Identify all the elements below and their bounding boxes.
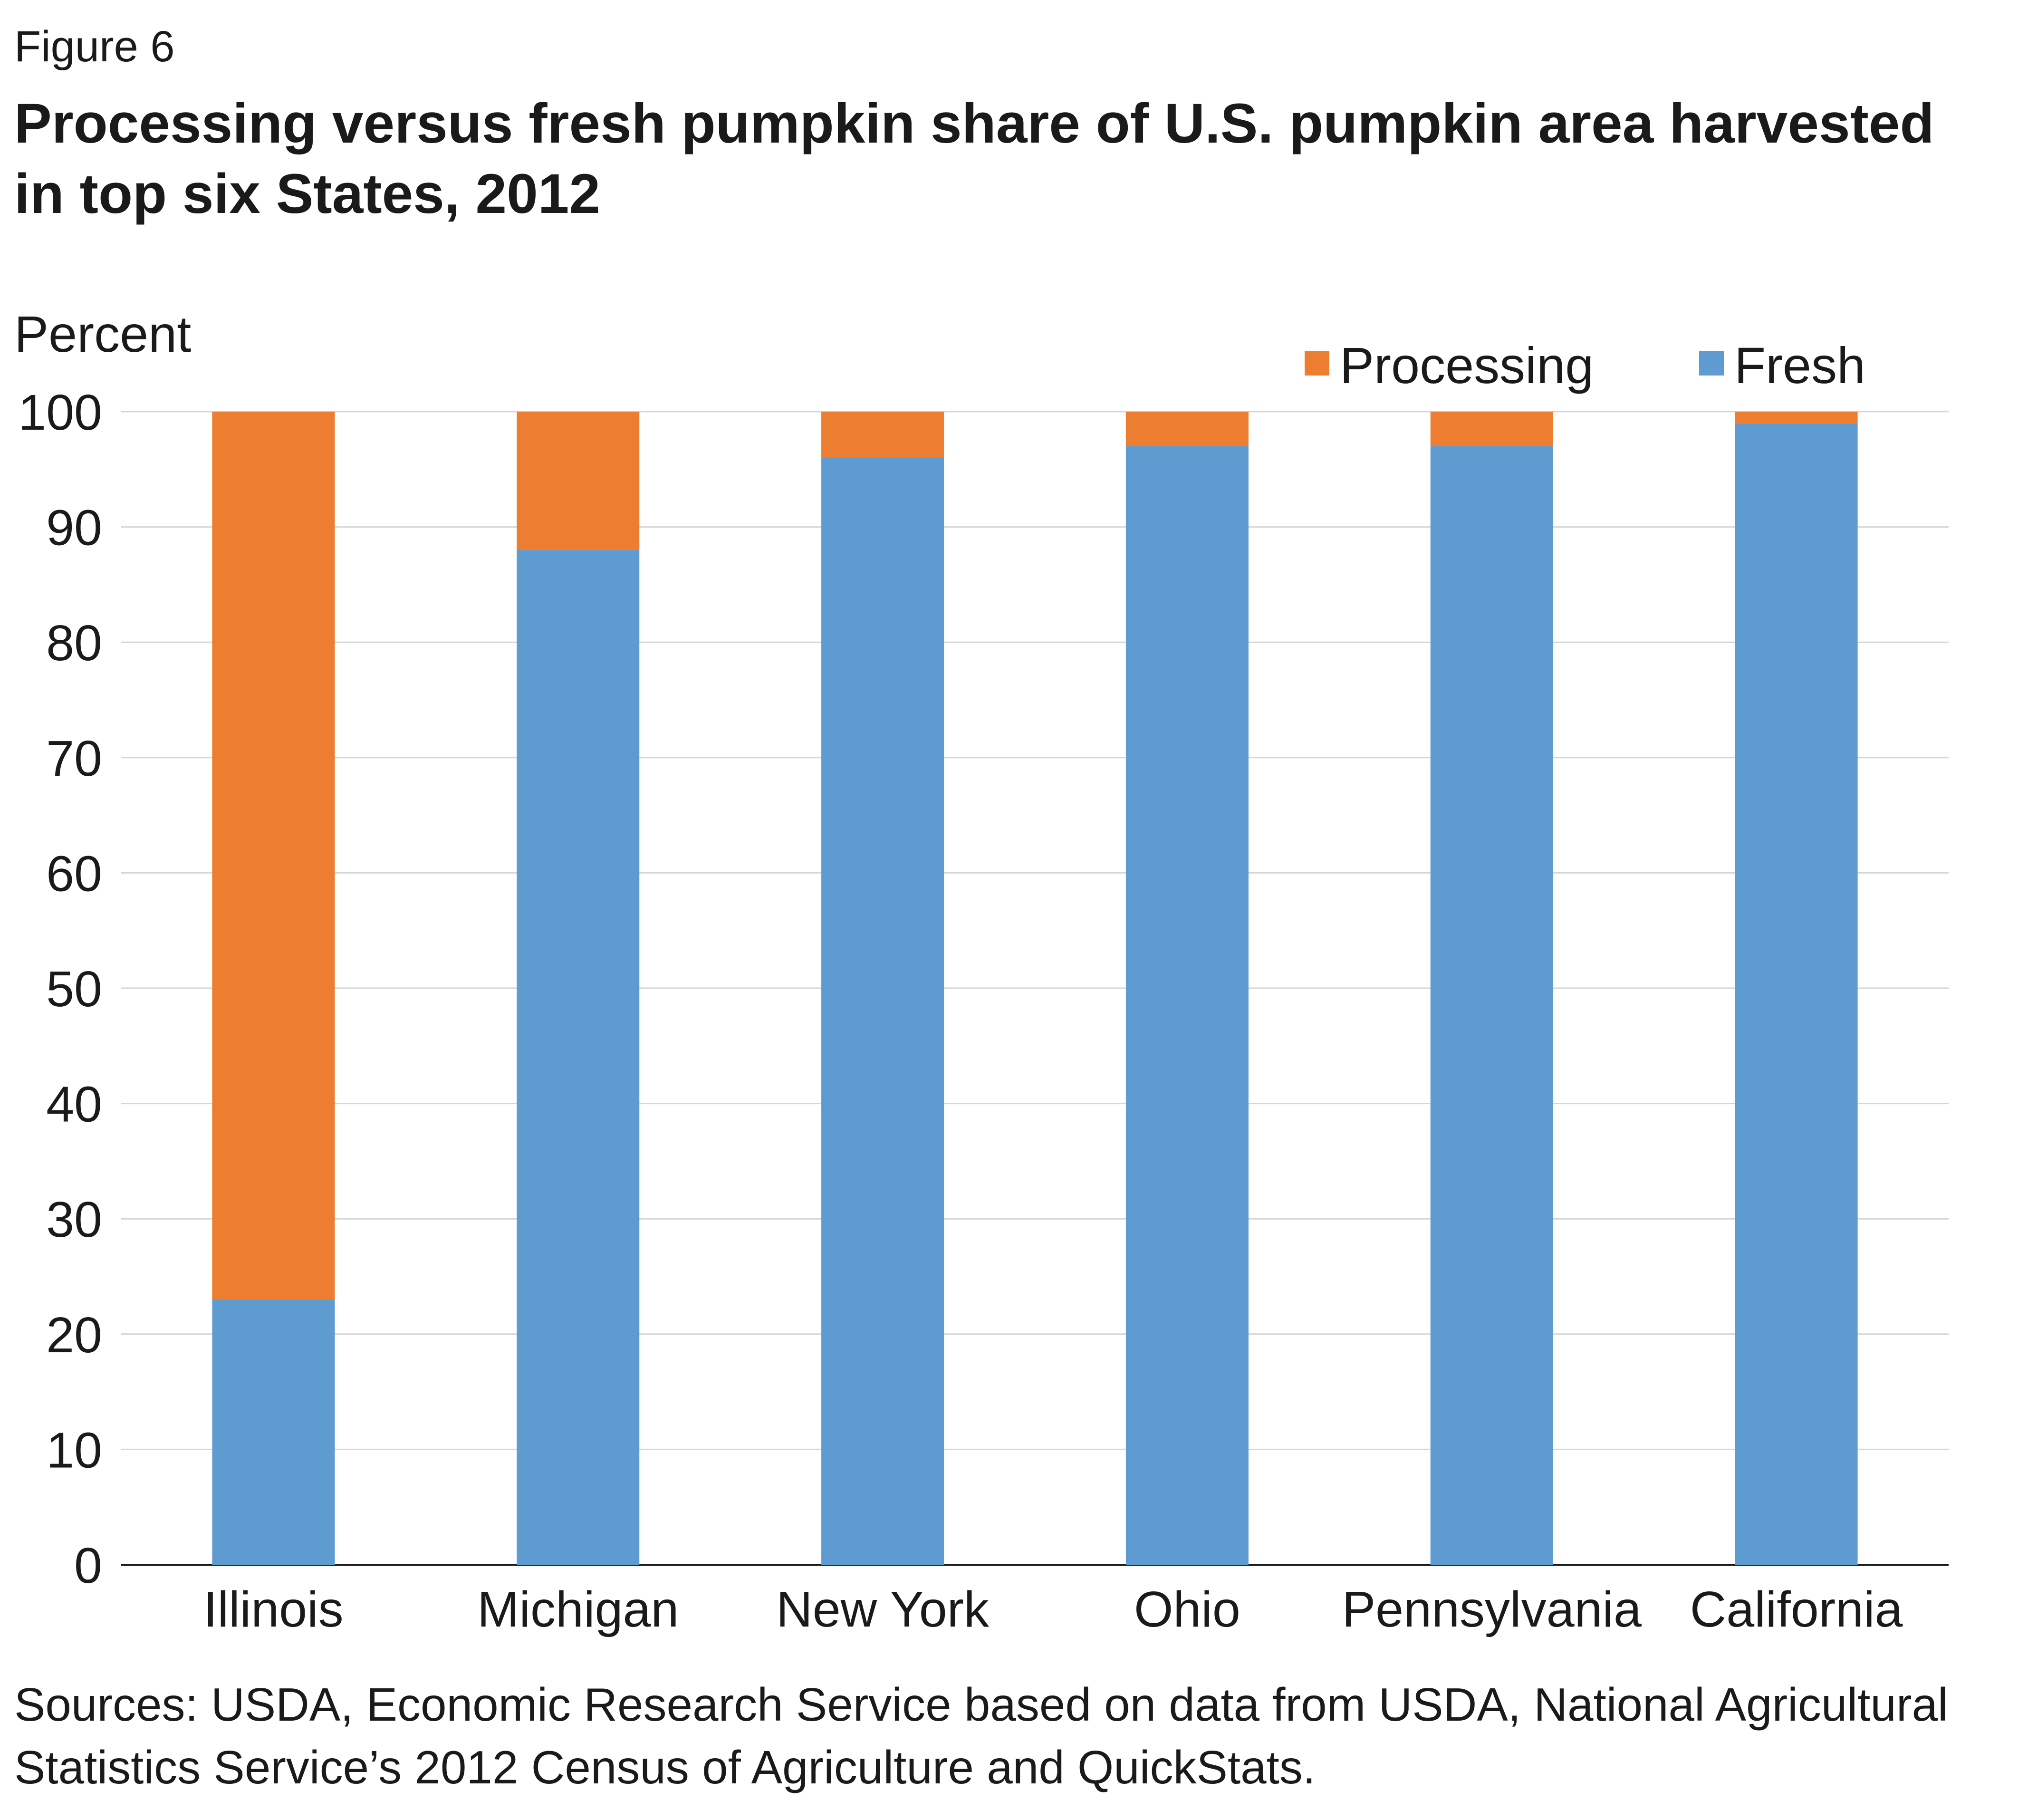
bar-processing-pennsylvania: [1430, 412, 1553, 446]
legend-label-processing: Processing: [1340, 337, 1594, 394]
y-tick-label: 40: [46, 1077, 102, 1133]
y-tick-label: 90: [46, 500, 102, 556]
y-tick-label: 70: [46, 731, 102, 787]
x-tick-label: Illinois: [203, 1581, 344, 1637]
y-tick-label: 60: [46, 846, 102, 902]
legend-label-fresh: Fresh: [1734, 337, 1865, 394]
bar-processing-new-york: [821, 412, 944, 458]
x-tick-label: California: [1690, 1581, 1903, 1637]
bar-fresh-ohio: [1125, 446, 1249, 1565]
sources-note: Sources: USDA, Economic Research Service…: [14, 1678, 1948, 1793]
x-tick-label: Ohio: [1134, 1581, 1240, 1637]
y-tick-label: 50: [46, 961, 102, 1017]
bar-processing-california: [1735, 412, 1858, 424]
bars: [212, 412, 1858, 1565]
legend: Processing Fresh: [1305, 337, 1865, 394]
y-tick-label: 10: [46, 1422, 102, 1478]
x-tick-labels: Illinois Michigan New York Ohio Pennsylvania…: [203, 1581, 1903, 1637]
x-tick-label: Pennsylvania: [1342, 1581, 1642, 1637]
y-tick-label: 20: [46, 1307, 102, 1363]
bar-processing-ohio: [1125, 412, 1249, 446]
bar-fresh-california: [1735, 423, 1858, 1565]
y-tick-labels: 0 10 20 30 40 50 60 70 80 90 100: [18, 385, 102, 1594]
x-tick-label: Michigan: [477, 1581, 679, 1637]
y-tick-label: 0: [74, 1538, 102, 1594]
x-tick-label: New York: [776, 1581, 990, 1637]
y-axis-label: Percent: [14, 305, 191, 363]
bar-processing-michigan: [517, 412, 640, 550]
gridlines: [121, 411, 1949, 1566]
bar-fresh-michigan: [517, 550, 640, 1565]
chart-title: Processing versus fresh pumpkin share of…: [14, 92, 1934, 225]
bar-fresh-new-york: [821, 458, 944, 1565]
bar-fresh-illinois: [212, 1300, 335, 1565]
y-tick-label: 80: [46, 615, 102, 671]
bar-fresh-pennsylvania: [1430, 446, 1553, 1565]
figure-label: Figure 6: [14, 22, 175, 71]
legend-swatch-processing: [1305, 351, 1329, 376]
bar-processing-illinois: [212, 412, 335, 1300]
y-tick-label: 30: [46, 1192, 102, 1248]
legend-swatch-fresh: [1699, 351, 1724, 376]
y-tick-label: 100: [18, 385, 102, 441]
